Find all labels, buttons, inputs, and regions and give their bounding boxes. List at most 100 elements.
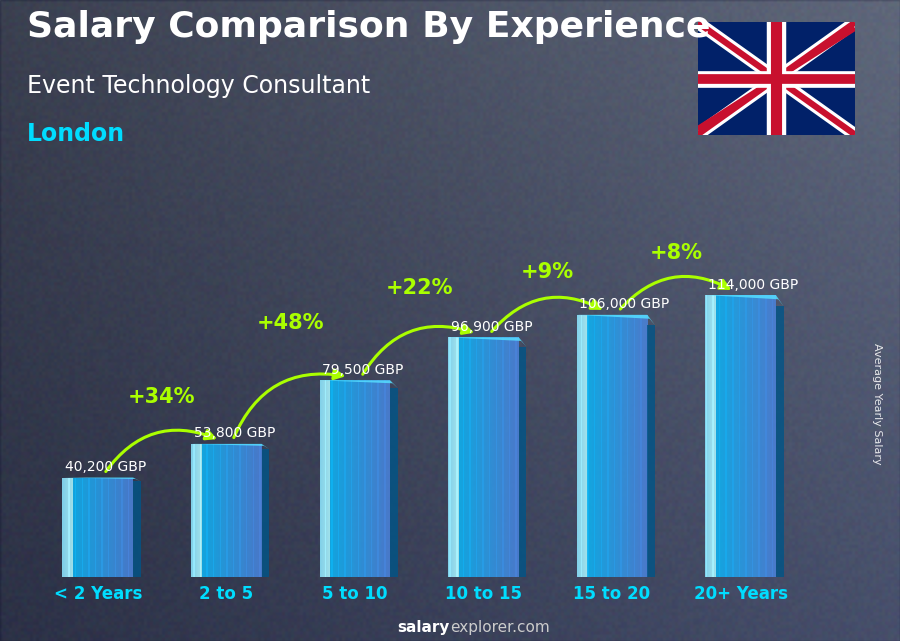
Bar: [130, 478, 131, 577]
Bar: [581, 315, 583, 577]
Bar: [256, 444, 257, 577]
Bar: [102, 478, 103, 577]
Bar: [330, 380, 331, 577]
Bar: [449, 337, 451, 577]
Bar: [642, 315, 643, 577]
Bar: [722, 295, 723, 577]
Text: 96,900 GBP: 96,900 GBP: [451, 320, 532, 334]
Bar: [357, 380, 358, 577]
Bar: [320, 380, 322, 577]
Bar: [119, 478, 121, 577]
Bar: [469, 337, 471, 577]
Bar: [488, 337, 490, 577]
Bar: [586, 315, 588, 577]
Bar: [461, 337, 463, 577]
Bar: [113, 478, 114, 577]
Bar: [501, 337, 502, 577]
Bar: [217, 444, 219, 577]
Bar: [133, 481, 140, 577]
Bar: [115, 478, 117, 577]
Bar: [99, 478, 100, 577]
Text: Average Yearly Salary: Average Yearly Salary: [872, 343, 883, 465]
Bar: [454, 337, 455, 577]
Bar: [513, 337, 514, 577]
Bar: [226, 444, 228, 577]
Bar: [599, 315, 600, 577]
Bar: [598, 315, 599, 577]
Bar: [235, 444, 236, 577]
Bar: [358, 380, 360, 577]
Bar: [233, 444, 235, 577]
Bar: [737, 295, 739, 577]
Bar: [232, 444, 234, 577]
Bar: [577, 315, 578, 577]
Bar: [707, 295, 709, 577]
Bar: [382, 380, 383, 577]
Bar: [460, 337, 462, 577]
Bar: [117, 478, 118, 577]
Bar: [205, 444, 206, 577]
Bar: [503, 337, 505, 577]
Bar: [332, 380, 334, 577]
Bar: [339, 380, 341, 577]
Bar: [494, 337, 496, 577]
Text: +22%: +22%: [385, 278, 453, 297]
Bar: [251, 444, 253, 577]
Bar: [760, 295, 762, 577]
Bar: [472, 337, 473, 577]
Bar: [201, 444, 202, 577]
Bar: [450, 337, 452, 577]
Bar: [616, 315, 617, 577]
Bar: [199, 444, 201, 577]
Bar: [64, 478, 65, 577]
Bar: [767, 295, 768, 577]
Bar: [741, 295, 742, 577]
Bar: [727, 295, 729, 577]
Bar: [518, 337, 519, 577]
Bar: [579, 315, 580, 577]
Bar: [589, 315, 590, 577]
Bar: [592, 315, 593, 577]
Bar: [726, 295, 728, 577]
Bar: [213, 444, 215, 577]
Bar: [373, 380, 374, 577]
Bar: [118, 478, 119, 577]
Bar: [224, 444, 225, 577]
Bar: [202, 444, 203, 577]
Text: Salary Comparison By Experience: Salary Comparison By Experience: [27, 10, 710, 44]
Bar: [256, 444, 258, 577]
Bar: [512, 337, 513, 577]
Bar: [123, 478, 125, 577]
Bar: [626, 315, 627, 577]
Bar: [342, 380, 343, 577]
Bar: [500, 337, 501, 577]
Bar: [211, 444, 212, 577]
Bar: [343, 380, 345, 577]
Bar: [770, 295, 771, 577]
Bar: [243, 444, 244, 577]
Bar: [635, 315, 637, 577]
Bar: [92, 478, 94, 577]
Bar: [387, 380, 388, 577]
Bar: [506, 337, 508, 577]
Polygon shape: [448, 337, 526, 347]
Bar: [83, 478, 84, 577]
Bar: [745, 295, 747, 577]
Bar: [366, 380, 368, 577]
Bar: [505, 337, 506, 577]
Bar: [706, 295, 707, 577]
Bar: [130, 478, 132, 577]
Bar: [613, 315, 615, 577]
Bar: [742, 295, 743, 577]
Bar: [647, 325, 655, 577]
Bar: [354, 380, 356, 577]
Bar: [86, 478, 87, 577]
Bar: [331, 380, 333, 577]
Bar: [218, 444, 220, 577]
Bar: [384, 380, 386, 577]
Bar: [734, 295, 736, 577]
Bar: [624, 315, 625, 577]
Bar: [223, 444, 224, 577]
Bar: [631, 315, 633, 577]
Bar: [457, 337, 459, 577]
